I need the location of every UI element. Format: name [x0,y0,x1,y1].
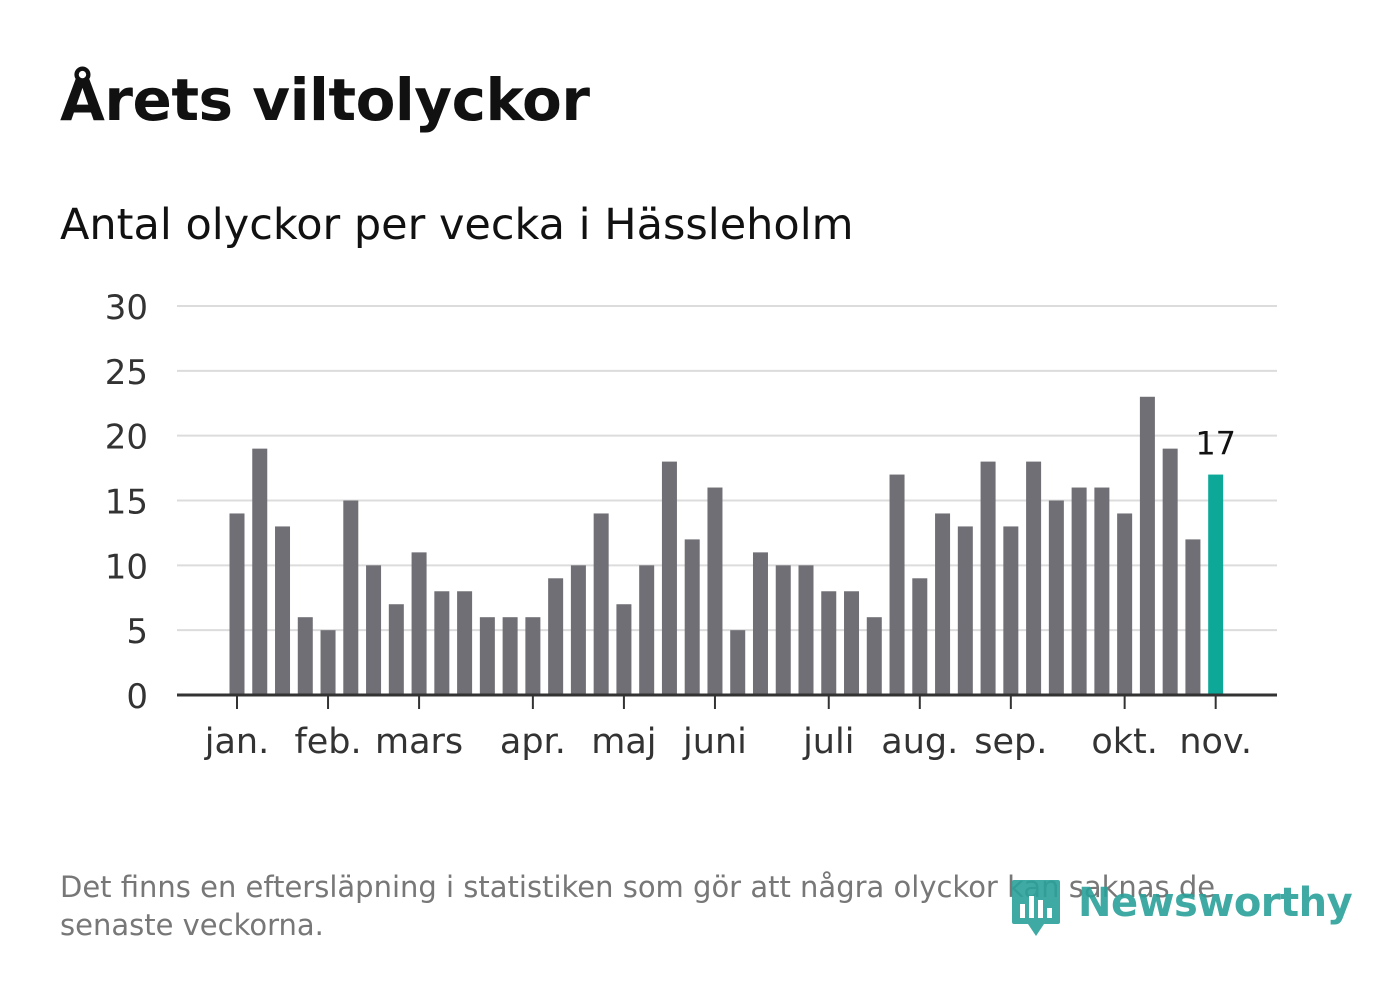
y-tick-label: 25 [105,353,148,393]
newsworthy-logo: Newsworthy [1010,876,1353,946]
y-tick-label: 20 [105,418,148,458]
x-tick-label: okt. [1091,722,1158,762]
x-tick-label: juli [802,722,854,762]
bar [752,552,768,695]
x-tick-label: nov. [1179,722,1252,762]
bar [707,487,723,695]
bar [661,461,677,695]
bar [343,500,359,695]
bar [775,565,791,695]
bar [229,513,245,695]
newsworthy-logo-icon [1012,880,1060,936]
x-tick-label: feb. [294,722,361,762]
bars [229,396,1224,695]
bar [366,565,382,695]
bar [1162,448,1178,695]
bar [548,578,564,695]
bar [821,591,837,695]
bar [844,591,860,695]
bar [275,526,291,695]
y-tick-label: 10 [105,547,148,587]
x-axis: jan. feb. mars apr. maj juni juli aug. sep. okt. n… [177,693,1277,762]
bar [297,617,313,695]
bar [684,539,700,695]
bar-highlight [1208,474,1224,695]
bar [320,630,336,695]
bar [866,617,882,695]
bar-chart: 0 5 10 15 20 25 30 jan. feb. mars apr. maj juni juli… [105,288,1277,762]
newsworthy-logo-text: Newsworthy [1078,880,1353,926]
bar [889,474,905,695]
bar [593,513,609,695]
bar [434,591,450,695]
bar [912,578,928,695]
bar [411,552,427,695]
y-tick-label: 5 [126,612,148,652]
bar [1094,487,1110,695]
bar [1185,539,1201,695]
bar [1117,513,1133,695]
y-tick-label: 30 [105,288,148,328]
bar [980,461,996,695]
highlight-value-label: 17 [1195,425,1236,463]
x-tick-label: juni [682,722,747,762]
bar [935,513,951,695]
annotations: 17 [1195,425,1236,463]
bar [388,604,404,695]
bar [957,526,973,695]
bar [1003,526,1019,695]
bar [798,565,814,695]
bar [252,448,268,695]
gridlines [177,305,1277,632]
x-tick-label: mars [375,722,463,762]
bar [730,630,746,695]
bar [502,617,518,695]
x-tick-label: apr. [500,722,566,762]
x-tick-label: maj [591,722,656,762]
y-tick-label: 15 [105,483,148,523]
bar [457,591,473,695]
bar [1048,500,1064,695]
bar [639,565,655,695]
x-tick-label: sep. [974,722,1047,762]
x-tick-label: jan. [204,722,269,762]
x-tick-label: aug. [881,722,958,762]
y-tick-label: 0 [126,677,148,717]
bar [1139,396,1155,695]
y-axis-labels: 0 5 10 15 20 25 30 [105,288,148,717]
bar [1071,487,1087,695]
chart-title: Årets viltolyckor [60,66,590,134]
bar [525,617,541,695]
chart-subtitle: Antal olyckor per vecka i Hässleholm [60,200,854,250]
bar [570,565,586,695]
bar [616,604,632,695]
bar [1026,461,1042,695]
bar [479,617,495,695]
